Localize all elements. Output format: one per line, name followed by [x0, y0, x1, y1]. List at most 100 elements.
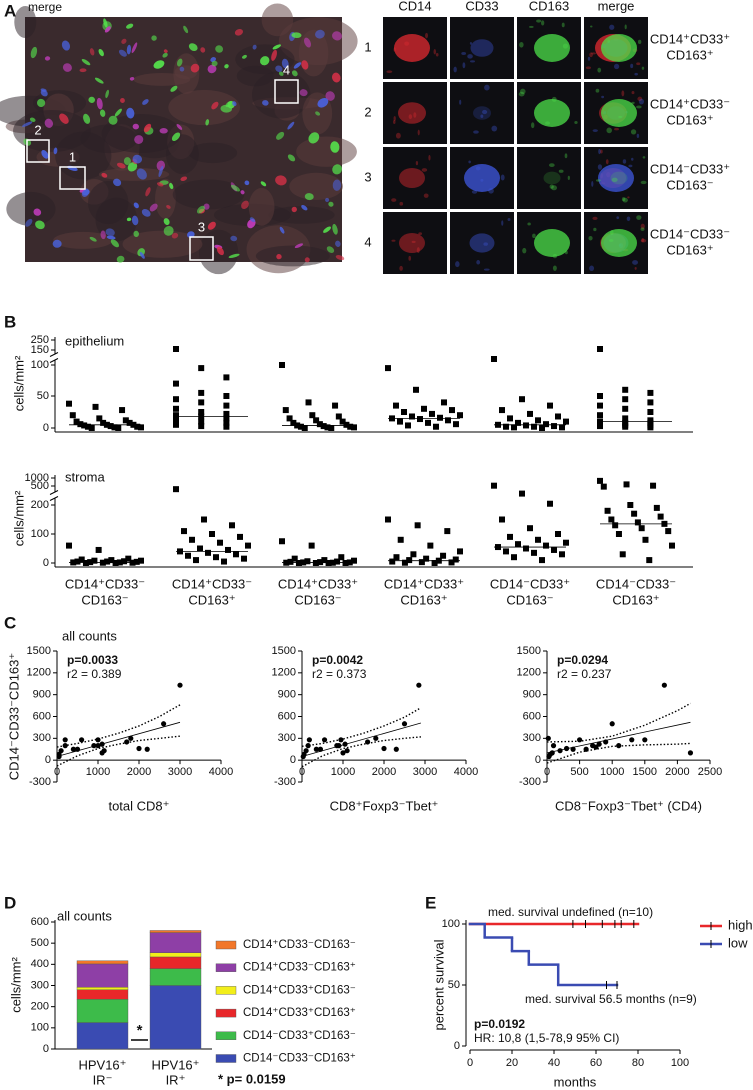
data-point: [125, 555, 132, 562]
stain-speck: [592, 216, 598, 220]
cell: [293, 62, 302, 69]
cell: [171, 132, 181, 142]
data-point: [547, 402, 553, 409]
panel-label: D: [4, 893, 16, 912]
stain-speck: [564, 153, 568, 159]
data-point: [209, 531, 215, 537]
data-point: [134, 423, 141, 430]
stain-speck: [558, 169, 564, 173]
stain-speck: [386, 70, 393, 74]
stain-speck: [491, 125, 498, 132]
data-point: [279, 362, 285, 368]
stained-cell: [601, 99, 637, 127]
stain-speck: [621, 197, 626, 202]
legend-swatch: [215, 940, 237, 950]
data-point: [309, 412, 316, 419]
x-tick-label: CD163⁺: [400, 592, 447, 607]
stain-speck: [395, 132, 401, 139]
data-point: [340, 750, 346, 756]
y-tick-label: 300: [31, 979, 49, 991]
data-point: [547, 500, 553, 507]
data-point: [597, 423, 603, 430]
confidence-band: [546, 702, 691, 743]
bar-segment: [149, 968, 202, 986]
channel-tile: [450, 82, 514, 144]
cell: [169, 182, 174, 190]
x-tick-label: 3000: [168, 766, 192, 778]
data-point: [119, 407, 126, 414]
cell: [103, 18, 108, 28]
cell: [330, 141, 340, 153]
cell: [317, 97, 329, 108]
y-tick-label: 200: [31, 1001, 49, 1013]
data-point: [623, 481, 630, 488]
stain-speck: [423, 193, 429, 198]
stain-speck: [393, 119, 396, 125]
stain-speck: [595, 88, 600, 93]
stained-cell: [534, 34, 570, 62]
data-point: [316, 421, 323, 428]
data-point: [173, 486, 179, 493]
stain-speck: [606, 127, 612, 134]
cell: [325, 197, 330, 203]
data-point: [557, 748, 563, 754]
data-point: [321, 737, 328, 743]
data-point: [173, 412, 179, 419]
legend-label: high: [728, 917, 753, 932]
cell: [88, 96, 96, 103]
data-point: [546, 753, 552, 760]
stained-cell: [464, 164, 500, 192]
data-point: [328, 425, 335, 431]
cell: [244, 180, 250, 186]
data-point: [457, 412, 463, 419]
data-point: [638, 525, 645, 532]
y-tick-label: 1200: [27, 667, 51, 679]
stain-speck: [640, 238, 647, 243]
cell: [61, 40, 71, 51]
data-point: [308, 542, 315, 549]
data-point: [223, 374, 230, 381]
data-point: [597, 346, 603, 352]
y-tick-label: 200: [31, 499, 49, 511]
y-tick-label: 600: [278, 710, 296, 722]
cell: [304, 257, 310, 263]
data-point: [144, 746, 150, 752]
cell: [126, 217, 132, 222]
stain-speck: [598, 148, 601, 155]
data-point: [491, 356, 497, 362]
data-point: [657, 513, 664, 520]
cell: [139, 251, 145, 259]
data-point: [223, 402, 230, 409]
cell: [200, 47, 206, 53]
data-point: [437, 414, 443, 421]
cell: [163, 218, 170, 226]
data-point: [647, 409, 654, 415]
cell: [62, 63, 72, 72]
cell: [98, 48, 104, 57]
y-tick-label: 50: [37, 390, 49, 402]
legend-swatch: [215, 1031, 237, 1041]
stain-speck: [522, 247, 527, 254]
data-point: [409, 413, 415, 420]
cell: [89, 236, 97, 242]
tissue-texture: [13, 109, 91, 152]
cell: [141, 209, 151, 217]
cell: [126, 23, 134, 29]
axis-break: [49, 490, 59, 495]
subtitle: all counts: [62, 628, 117, 643]
p-value: p=0.0294: [557, 653, 608, 667]
stain-speck: [469, 41, 473, 45]
cell: [323, 226, 331, 233]
cell: [83, 113, 91, 124]
y-tick-label: 1500: [517, 645, 541, 657]
regression-line: [546, 721, 691, 754]
y-tick-label: 1500: [27, 645, 51, 657]
data-point: [543, 542, 549, 549]
tissue-texture: [188, 142, 238, 164]
cell: [145, 187, 151, 197]
channel-tile: [450, 212, 514, 274]
roi-box: [274, 79, 299, 104]
stain-speck: [585, 66, 591, 70]
x-tick-label: CD14⁺CD33⁺: [278, 576, 358, 591]
stain-speck: [637, 39, 642, 45]
